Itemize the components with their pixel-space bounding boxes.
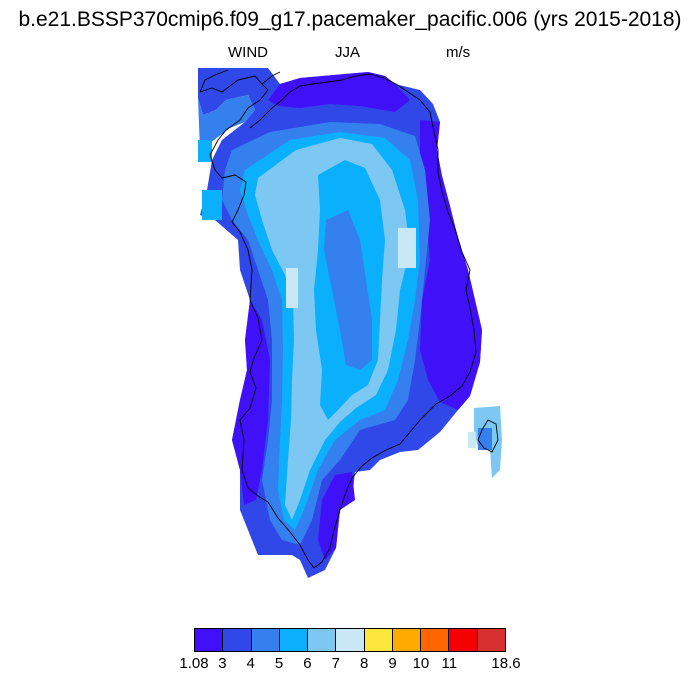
- colorbar-label: 10: [412, 655, 430, 672]
- field-pale-spot-east: [398, 228, 416, 268]
- colorbar-label: 8: [360, 655, 369, 672]
- colorbar-label: 1.08: [179, 655, 209, 672]
- colorbar-swatch: [223, 629, 252, 651]
- colorbar-swatch: [308, 629, 337, 651]
- field-pale-spot-west: [286, 268, 298, 308]
- plot-title: b.e21.BSSP370cmip6.f09_g17.pacemaker_pac…: [18, 8, 682, 31]
- colorbar-swatch: [251, 629, 280, 651]
- variable-label: WIND: [228, 44, 268, 61]
- colorbar-label: 3: [218, 655, 227, 672]
- colorbar-swatch: [477, 629, 505, 651]
- colorbar: [194, 628, 506, 652]
- wind-field: [198, 68, 502, 578]
- field-core-blue: [324, 210, 372, 370]
- field-weak-north: [268, 72, 410, 112]
- colorbar-swatch: [336, 629, 365, 651]
- field-weak-west: [232, 300, 270, 505]
- units-label: m/s: [446, 44, 471, 61]
- colorbar-label: 4: [246, 655, 255, 672]
- colorbar-label: 6: [303, 655, 312, 672]
- field-weak-east: [420, 120, 482, 410]
- field-northwest: [198, 95, 255, 150]
- colorbar-swatch: [449, 629, 478, 651]
- colorbar-swatch: [279, 629, 309, 651]
- season-label: JJA: [335, 44, 361, 61]
- colorbar-swatch: [195, 629, 224, 651]
- colorbar-label: 5: [274, 655, 284, 672]
- colorbar-label: 9: [388, 655, 397, 672]
- coastline: [199, 69, 499, 569]
- colorbar-label: 7: [331, 655, 340, 672]
- colorbar-swatch: [364, 629, 393, 651]
- colorbar-label: 11: [441, 655, 458, 672]
- colorbar-label: 18.6: [491, 655, 521, 672]
- colorbar-swatch: [392, 629, 422, 651]
- colorbar-swatch: [421, 629, 450, 651]
